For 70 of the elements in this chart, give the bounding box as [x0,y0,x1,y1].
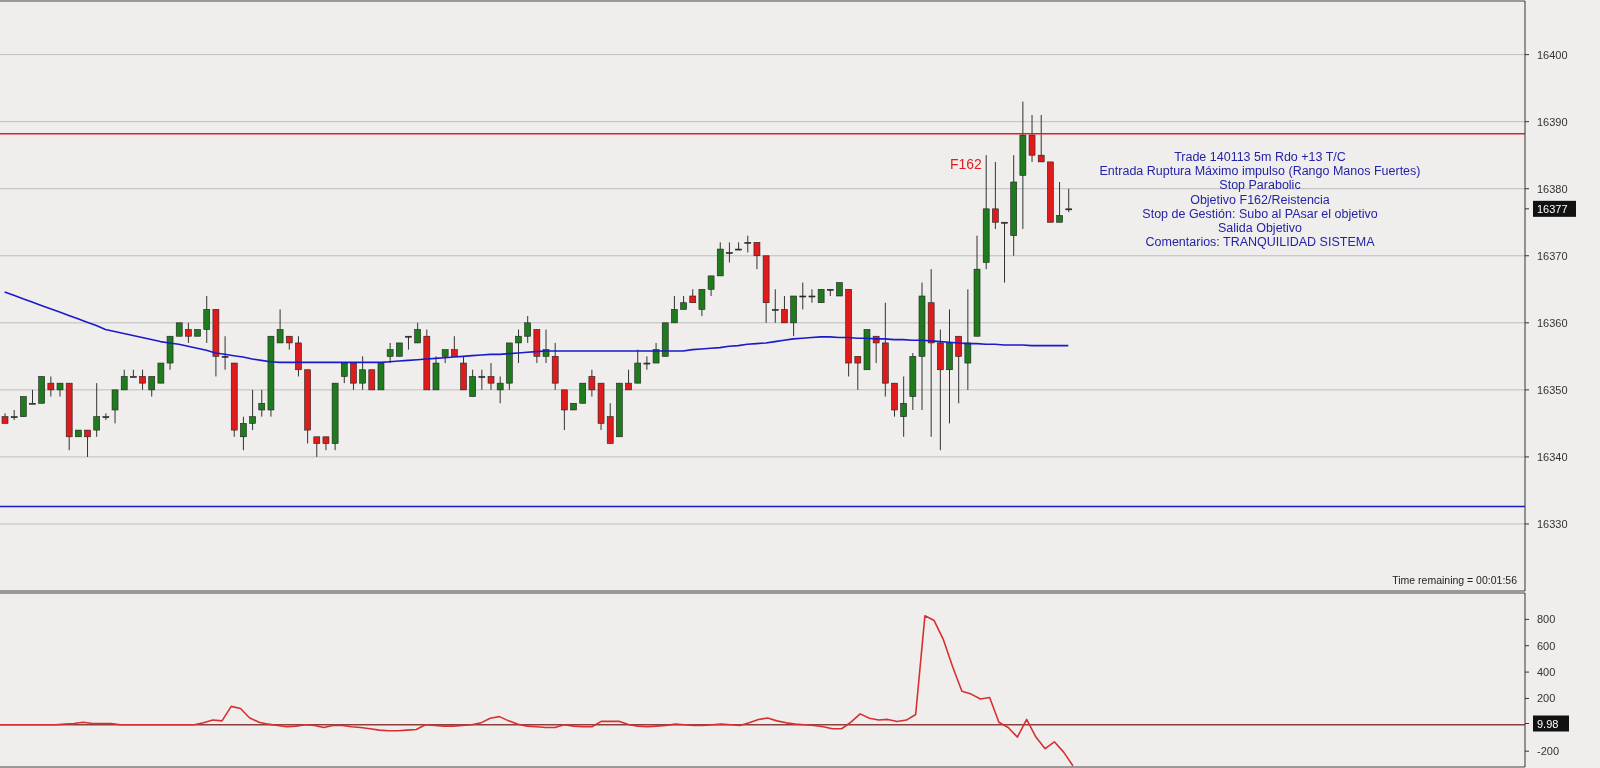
candlestick [359,355,366,391]
candlestick [900,375,907,438]
candlestick [203,295,211,344]
candlestick [1065,188,1073,213]
candlestick [139,369,146,391]
candlestick [515,329,522,364]
candlestick [340,362,348,384]
text: Entrada Ruptura Máximo impulso (Rango Manos Fuertes) [1098,164,1422,179]
y-tick-label: 16390 [1537,115,1568,128]
y-tick-label: 16340 [1537,450,1568,463]
candlestick [799,282,807,310]
candlestick [313,436,321,458]
candlestick [386,342,394,364]
y-tick-label: 200 [1537,692,1556,705]
text: Stop de Gestión: Subo al PAsar el objetivo [1141,206,1379,222]
candlestick [771,288,779,324]
candlestick [20,396,27,418]
candlestick [478,369,486,391]
candlestick [93,382,100,438]
annotation: F162 [950,156,982,172]
text: Trade 140113 5m Rdo +13 T/C [1173,150,1347,165]
candlestick [524,315,531,344]
y-tick-label: 16380 [1537,182,1568,195]
candlestick [561,389,568,431]
candlestick [258,389,266,418]
candlestick [1001,221,1008,284]
text: Salida Objetivo [1216,221,1304,236]
candlestick [964,288,972,391]
candlestick [487,362,495,391]
text: Objetivo F162/Reistencia [1189,192,1331,207]
y-tick-label: 16330 [1537,517,1568,530]
text: Stop Parabolic [1218,178,1302,193]
candlestick [185,322,192,344]
candlestick [102,412,110,421]
candlestick [469,369,476,398]
candlestick [84,429,91,458]
candlestick [414,322,421,344]
text: Comentarios: TRANQUILIDAD SISTEMA [1144,235,1376,250]
candlestick [148,375,156,398]
candlestick [992,161,999,230]
candlestick [120,369,128,391]
candlestick [405,335,412,351]
y-tick-label: 600 [1537,639,1556,652]
y-tick-label: -200 [1537,745,1560,758]
candlestick [955,335,962,404]
candlestick [726,241,733,263]
candlestick [249,389,256,431]
candlestick [29,389,36,405]
candlestick [1056,181,1063,223]
candlestick [625,369,632,391]
candlestick [350,362,357,391]
candlestick [671,295,678,324]
candlestick [854,355,862,391]
candlestick [579,382,587,404]
y-tick-label: 400 [1537,666,1556,679]
line-series [0,615,1074,767]
candlestick [111,389,119,424]
y-tick-label: 16370 [1537,249,1568,262]
text: Time remaining = 00:01:56 [1392,574,1517,586]
candlestick [240,416,247,451]
candlestick [368,369,376,391]
y-tick-label: 16350 [1537,383,1568,396]
y-tick-label: 16360 [1537,316,1568,329]
candlestick [781,295,788,324]
y-tick-label: 9.98 [1537,717,1559,730]
y-tick-label: 800 [1537,613,1556,626]
candlestick [634,349,642,384]
y-tick-label: 16400 [1537,48,1568,61]
y-tick-label: 16377 [1537,202,1568,215]
candlestick [496,375,504,404]
